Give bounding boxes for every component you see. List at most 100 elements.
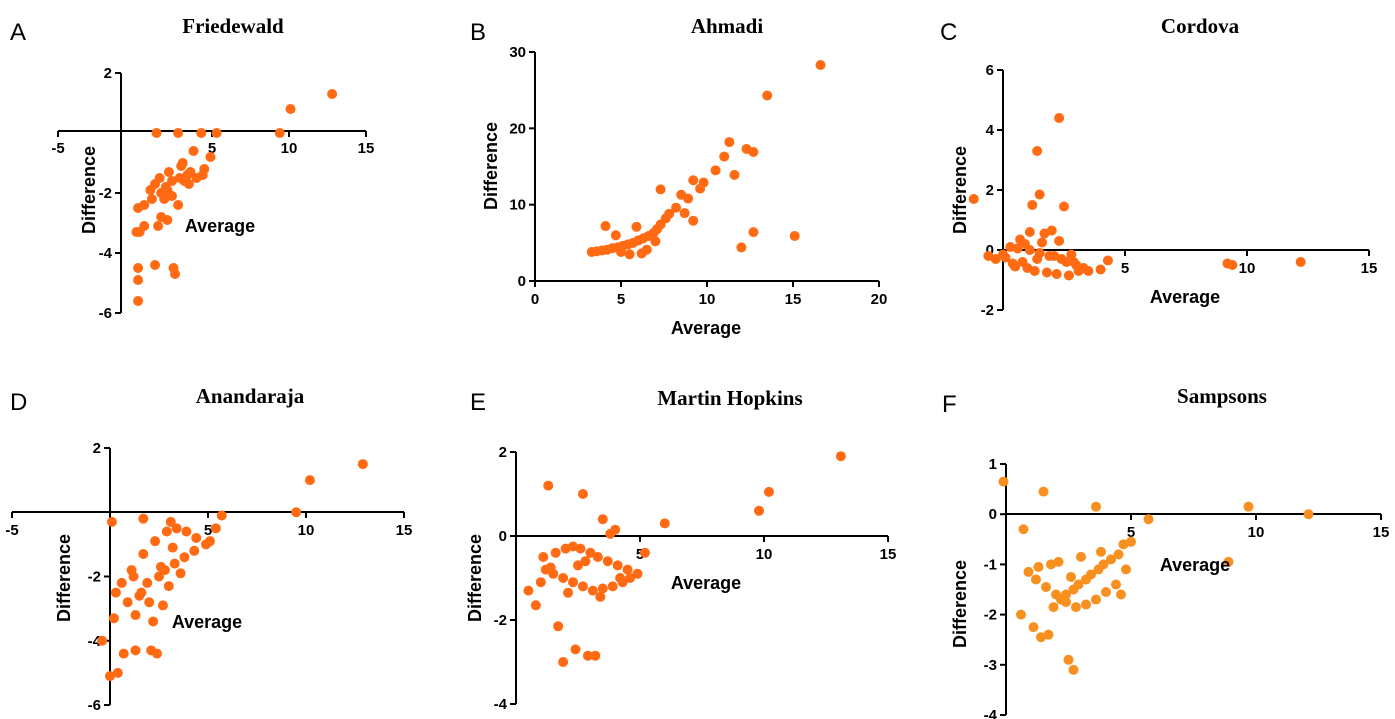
- data-point: [577, 489, 588, 499]
- data-point: [582, 650, 593, 661]
- data-point: [558, 573, 569, 583]
- data-point: [1032, 146, 1043, 156]
- data-point: [1049, 251, 1060, 261]
- data-point: [211, 128, 222, 138]
- panel-letter: D: [10, 389, 27, 416]
- data-point: [1106, 554, 1116, 565]
- data-point: [106, 516, 117, 527]
- x-axis-label: Average: [1160, 555, 1230, 575]
- data-point: [1113, 549, 1124, 560]
- data-point: [600, 221, 611, 232]
- data-point: [650, 236, 661, 247]
- y-axis-label: Difference: [54, 534, 74, 622]
- data-point: [639, 547, 650, 558]
- data-point: [1038, 486, 1049, 497]
- data-point: [191, 532, 202, 543]
- y-tick-label: -2: [494, 612, 507, 629]
- data-point: [615, 573, 626, 583]
- data-point: [1019, 239, 1030, 249]
- data-point: [167, 542, 178, 553]
- data-point: [538, 552, 549, 562]
- data-point: [188, 146, 199, 156]
- y-tick-label: 2: [986, 182, 994, 199]
- y-tick-label: -2: [981, 302, 994, 319]
- data-point: [592, 552, 603, 562]
- data-point: [835, 451, 846, 462]
- data-point: [133, 275, 144, 285]
- data-point: [1032, 254, 1043, 264]
- data-point: [105, 671, 115, 682]
- data-point: [165, 516, 176, 527]
- x-tick-label: 10: [1239, 260, 1256, 277]
- x-tick-label: 5: [204, 522, 212, 539]
- data-point: [1053, 556, 1064, 567]
- data-point: [550, 547, 561, 558]
- data-point: [1101, 587, 1111, 598]
- data-point: [1083, 266, 1094, 276]
- data-point: [655, 184, 666, 195]
- data-point: [146, 194, 157, 204]
- data-point: [130, 645, 141, 656]
- y-axis-label: Difference: [950, 560, 970, 648]
- panel-title: Friedewald: [182, 14, 284, 38]
- data-point: [998, 249, 1008, 260]
- data-point: [631, 221, 642, 232]
- data-point: [170, 269, 181, 279]
- data-point: [1039, 228, 1050, 239]
- panel-letter: A: [10, 19, 26, 46]
- data-point: [175, 568, 186, 579]
- data-point: [543, 480, 554, 491]
- x-tick-label: 10: [699, 291, 716, 308]
- data-point: [153, 221, 164, 231]
- y-tick-label: 0: [518, 273, 526, 290]
- y-tick-label: -3: [984, 657, 997, 674]
- data-point: [169, 558, 180, 569]
- data-point: [1095, 264, 1106, 275]
- data-point: [1046, 559, 1056, 570]
- data-point: [586, 246, 597, 257]
- x-axis-label: Average: [172, 612, 242, 632]
- data-point: [610, 230, 621, 241]
- data-point: [285, 104, 296, 114]
- data-point: [1098, 559, 1109, 570]
- y-tick-label: -4: [99, 245, 113, 262]
- data-point: [1063, 654, 1074, 665]
- data-point: [156, 212, 167, 222]
- data-point: [179, 552, 190, 563]
- data-point: [196, 128, 207, 138]
- data-point: [134, 590, 145, 601]
- data-point: [1036, 632, 1046, 643]
- data-point: [523, 585, 534, 596]
- data-point: [1223, 556, 1234, 567]
- data-point: [540, 564, 551, 575]
- data-point: [570, 644, 581, 655]
- data-point: [688, 215, 699, 226]
- data-point: [139, 200, 150, 210]
- data-point: [1091, 594, 1101, 605]
- data-point: [575, 543, 586, 554]
- panel-title: Anandaraja: [196, 384, 305, 408]
- data-point: [142, 577, 153, 588]
- data-point: [1126, 536, 1136, 547]
- data-point: [719, 151, 730, 162]
- y-tick-label: 2: [93, 440, 101, 457]
- data-point: [1051, 589, 1061, 600]
- data-point: [815, 59, 826, 70]
- x-tick-label: 5: [617, 291, 625, 308]
- data-point: [1143, 514, 1154, 525]
- data-point: [659, 518, 670, 529]
- data-point: [587, 585, 598, 596]
- data-point: [1007, 258, 1018, 269]
- data-point: [597, 583, 608, 594]
- data-point: [762, 90, 773, 101]
- data-point: [1073, 579, 1084, 590]
- y-tick-label: 6: [986, 62, 994, 79]
- data-point: [695, 183, 706, 194]
- data-point: [1086, 569, 1096, 580]
- data-point: [553, 621, 564, 632]
- data-point: [676, 189, 687, 200]
- data-point: [968, 194, 979, 204]
- data-point: [1024, 227, 1035, 237]
- data-point: [161, 526, 172, 537]
- data-point: [1041, 581, 1051, 592]
